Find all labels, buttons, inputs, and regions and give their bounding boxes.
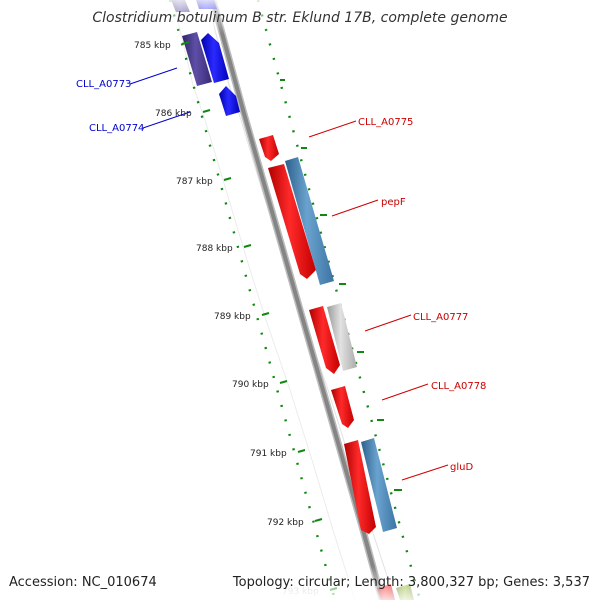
tick-mark <box>202 109 211 113</box>
gene-label-pepf[interactable]: pepF <box>381 197 406 208</box>
tick-label: 785 kbp <box>134 41 171 51</box>
gene-label-cll-a0777[interactable]: CLL_A0777 <box>413 312 468 323</box>
gene-label-cll-a0774[interactable]: CLL_A0774 <box>89 123 144 134</box>
label-leader-lines <box>129 67 449 481</box>
gene-arrow-cll-a0775[interactable] <box>259 135 279 161</box>
tick-mark <box>279 380 288 384</box>
bottom-fade <box>0 566 600 600</box>
genome-title: Clostridium botulinum B str. Eklund 17B,… <box>92 10 508 26</box>
gene-arrow-glud[interactable] <box>344 440 376 534</box>
outer-tick-dashes <box>280 79 402 491</box>
tick-label: 787 kbp <box>176 177 213 187</box>
tick-mark <box>314 518 323 522</box>
tick-mark <box>297 449 306 453</box>
gene-arrow-cll-a0774[interactable] <box>219 86 240 116</box>
tick-mark <box>223 177 232 181</box>
tick-mark <box>243 244 252 248</box>
tick-label: 786 kbp <box>155 109 192 119</box>
gene-cds-pepf[interactable] <box>285 157 334 285</box>
gene-cds-cll-a0777[interactable] <box>327 303 357 371</box>
tick-label: 790 kbp <box>232 380 269 390</box>
top-fade <box>0 0 600 34</box>
tick-label: 789 kbp <box>214 312 251 322</box>
tick-mark <box>181 41 190 45</box>
gene-arrow-cll-a0777[interactable] <box>309 306 340 374</box>
accession-label: Accession: NC_010674 <box>9 575 157 590</box>
tick-label: 791 kbp <box>250 449 287 459</box>
gene-label-glud[interactable]: gluD <box>450 462 473 473</box>
gene-label-cll-a0778[interactable]: CLL_A0778 <box>431 381 486 392</box>
gene-label-cll-a0775[interactable]: CLL_A0775 <box>358 117 413 128</box>
gene-label-cll-a0773[interactable]: CLL_A0773 <box>76 79 131 90</box>
tick-label: 788 kbp <box>196 244 233 254</box>
gene-arrow-cll-a0773[interactable] <box>201 33 229 83</box>
outer-dotted-ring <box>256 0 422 601</box>
tick-label: 792 kbp <box>267 518 304 528</box>
gene-arrow-cll-a0773-cds[interactable] <box>182 32 212 86</box>
tick-labels: 785 kbp 786 kbp 787 kbp 788 kbp 789 kbp 790 k… <box>134 41 338 597</box>
tick-mark <box>261 312 270 316</box>
gene-arrow-pepf[interactable] <box>268 164 316 279</box>
gene-arrow-cll-a0778[interactable] <box>331 386 354 428</box>
topology-label: Topology: circular; Length: 3,800,327 bp… <box>232 575 590 590</box>
gene-features <box>171 0 414 600</box>
gene-cds-glud[interactable] <box>361 438 397 532</box>
gene-labels: CLL_A0773 CLL_A0774 CLL_A0775 pepF CLL_A0777… <box>76 79 486 473</box>
inner-slot-outline <box>173 2 356 601</box>
genome-backbone <box>211 0 384 602</box>
